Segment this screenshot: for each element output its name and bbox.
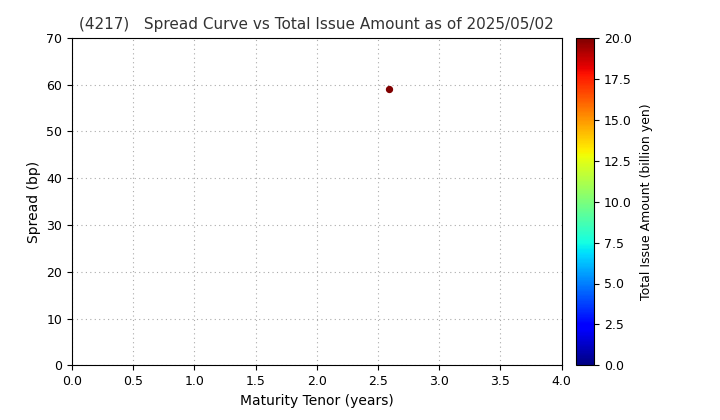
Point [383, 86, 395, 93]
Y-axis label: Total Issue Amount (billion yen): Total Issue Amount (billion yen) [640, 103, 653, 300]
X-axis label: Maturity Tenor (years): Maturity Tenor (years) [240, 394, 394, 408]
Y-axis label: Spread (bp): Spread (bp) [27, 160, 41, 243]
Title: (4217)   Spread Curve vs Total Issue Amount as of 2025/05/02: (4217) Spread Curve vs Total Issue Amoun… [79, 18, 554, 32]
